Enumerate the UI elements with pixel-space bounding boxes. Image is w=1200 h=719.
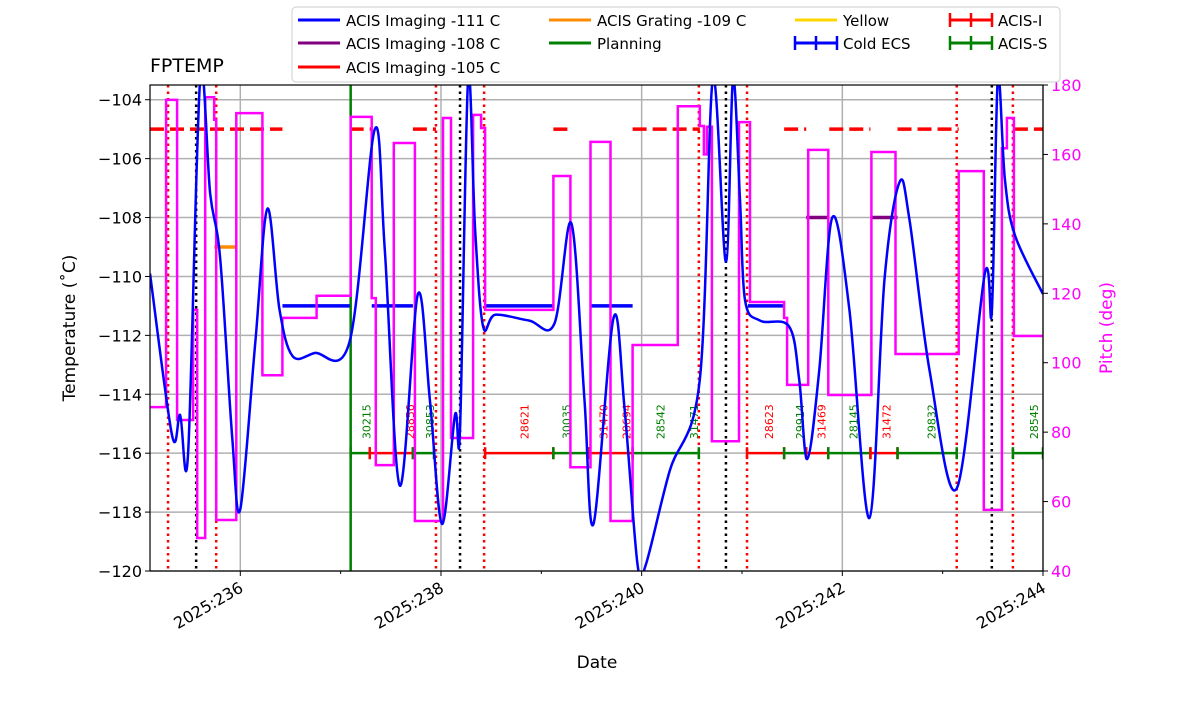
y-tick-label: −112 [98,326,142,345]
y-tick-label: −120 [98,562,142,581]
x-tick-label: 2025:238 [371,578,447,633]
legend-label: ACIS-I [998,12,1042,30]
legend-label: ACIS Imaging -111 C [346,12,500,30]
legend-label: ACIS Grating -109 C [597,12,746,30]
y-tick-label: −108 [98,209,142,228]
x-tick-label: 2025:236 [170,578,246,633]
obsid-label: 28545 [1028,404,1041,439]
y-axis-label: Temperature (˚C) [59,255,80,403]
y-tick-label: −118 [98,503,142,522]
y-tick-label: −110 [98,267,142,286]
obsid-label: 28542 [655,404,668,439]
legend-box [291,6,1061,83]
x-axis-label: Date [577,653,618,673]
x-tick-label: 2025:242 [772,578,848,633]
obsid-label: 31471 [688,404,701,439]
y-tick-label: −106 [98,150,142,169]
obsid-label: 30215 [361,404,374,439]
y2-tick-label: 80 [1051,423,1071,442]
y2-tick-label: 100 [1051,354,1082,373]
plot-area: 30215 28856 30853 28621 30035 31470 28694 28542… [150,85,1043,571]
y2-tick-label: 160 [1051,145,1082,164]
temperature-line [150,85,1043,571]
y2-tick-label: 60 [1051,493,1071,512]
x-tick-label: 2025:244 [973,578,1049,633]
plot-frame [149,84,1044,572]
legend-label: ACIS Imaging -105 C [346,59,500,77]
obsid-label: 31469 [815,404,828,439]
legend-label: Cold ECS [843,35,911,53]
legend-label: ACIS-S [998,35,1047,53]
y-tick-label: −104 [98,91,142,110]
y2-axis-label: Pitch (deg) [1097,282,1117,374]
legend: ACIS Imaging -111 C ACIS Imaging -108 C AC… [291,6,1061,83]
obsid-label: 28621 [518,404,531,439]
obsid-label: 28623 [763,404,776,439]
chart-title: FPTEMP [150,55,224,77]
y2-tick-label: 40 [1051,562,1071,581]
obsid-label: 31472 [880,404,893,439]
x-tick-label: 2025:240 [572,578,648,633]
legend-label: Yellow [842,12,889,30]
y-tick-label: −114 [98,385,142,404]
legend-label: Planning [597,35,662,53]
legend-label: ACIS Imaging -108 C [346,35,500,53]
y2-tick-label: 140 [1051,215,1082,234]
y2-tick-label: 120 [1051,284,1082,303]
pitch-line [150,95,1043,540]
y-tick-label: −116 [98,444,142,463]
